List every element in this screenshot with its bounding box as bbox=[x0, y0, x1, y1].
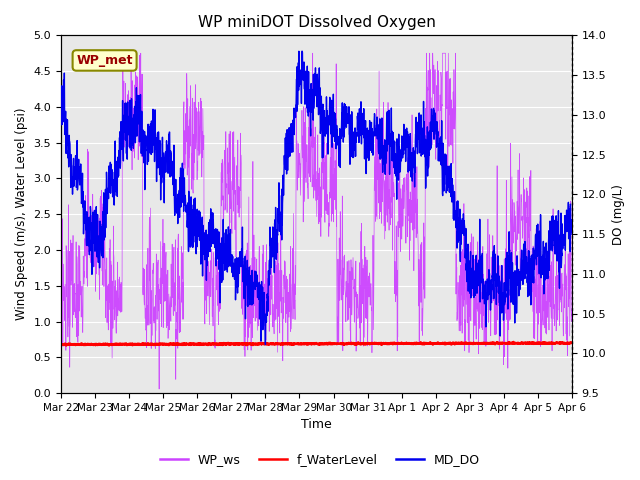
Legend: WP_ws, f_WaterLevel, MD_DO: WP_ws, f_WaterLevel, MD_DO bbox=[155, 448, 485, 471]
Text: WP_met: WP_met bbox=[76, 54, 133, 67]
Y-axis label: DO (mg/L): DO (mg/L) bbox=[612, 184, 625, 245]
X-axis label: Time: Time bbox=[301, 419, 332, 432]
Y-axis label: Wind Speed (m/s), Water Level (psi): Wind Speed (m/s), Water Level (psi) bbox=[15, 108, 28, 321]
Title: WP miniDOT Dissolved Oxygen: WP miniDOT Dissolved Oxygen bbox=[198, 15, 435, 30]
